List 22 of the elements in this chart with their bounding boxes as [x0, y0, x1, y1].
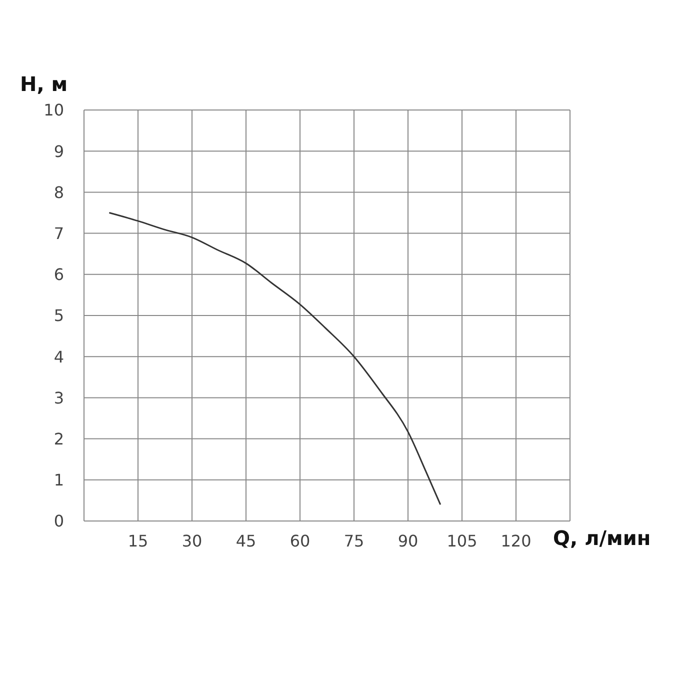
- x-tick-label: 60: [290, 531, 310, 550]
- x-tick-label: 45: [236, 531, 256, 550]
- y-tick-label: 0: [54, 512, 64, 531]
- y-tick-label: 8: [54, 182, 64, 202]
- line-series: [108, 212, 442, 506]
- y-axis-title: H, м: [20, 72, 68, 96]
- y-tick-label: 4: [54, 347, 64, 366]
- x-tick-label: 75: [344, 531, 364, 550]
- y-tick-label: 10: [44, 100, 64, 120]
- y-tick-label: 9: [54, 142, 64, 161]
- y-tick-label: 2: [54, 429, 64, 448]
- x-tick-label: 15: [128, 531, 148, 550]
- y-tick-label: 5: [54, 306, 64, 326]
- y-tick-label: 6: [54, 265, 64, 284]
- y-tick-label: 3: [54, 388, 64, 408]
- x-tick-label: 30: [182, 531, 202, 550]
- x-axis-title: Q, л/мин: [553, 526, 651, 550]
- x-tick-label: 90: [398, 531, 418, 550]
- x-tick-label: 105: [446, 531, 478, 550]
- y-tick-label: 1: [54, 470, 64, 490]
- y-tick-label: 7: [54, 224, 64, 243]
- x-tick-label: 120: [500, 531, 532, 550]
